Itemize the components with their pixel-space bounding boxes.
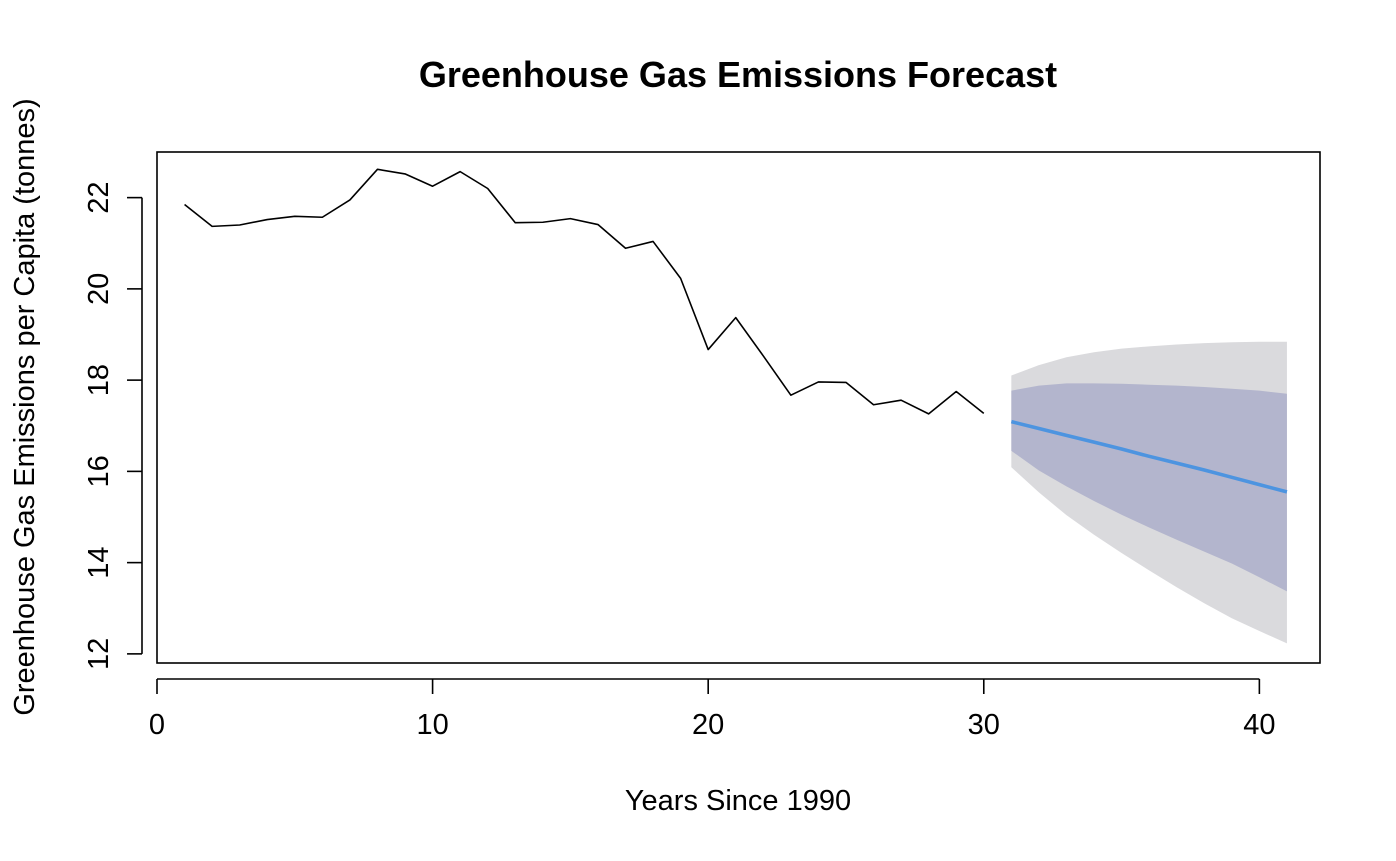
x-axis-label: Years Since 1990 [625, 785, 851, 817]
y-tick-label: 16 [83, 455, 115, 487]
plot-area: 0 10 20 30 40 12 14 16 18 20 22 [83, 151, 1321, 741]
x-tick-label: 0 [149, 709, 165, 741]
y-tick-label: 14 [83, 546, 115, 578]
history-line [184, 168, 985, 415]
y-tick-label: 22 [83, 181, 115, 213]
forecast-line [1010, 419, 1288, 494]
x-tick-label: 20 [692, 709, 724, 741]
plot-frame [156, 151, 1321, 664]
x-tick-label: 30 [968, 709, 1000, 741]
y-tick-label: 12 [83, 638, 115, 670]
chart-title: Greenhouse Gas Emissions Forecast [419, 54, 1057, 95]
y-tick-label: 18 [83, 364, 115, 396]
x-tick-label: 10 [416, 709, 448, 741]
y-axis-label: Greenhouse Gas Emissions per Capita (ton… [9, 98, 41, 715]
x-tick-label: 40 [1243, 709, 1275, 741]
prediction-interval-80 [1011, 383, 1287, 592]
y-tick-label: 20 [83, 273, 115, 305]
